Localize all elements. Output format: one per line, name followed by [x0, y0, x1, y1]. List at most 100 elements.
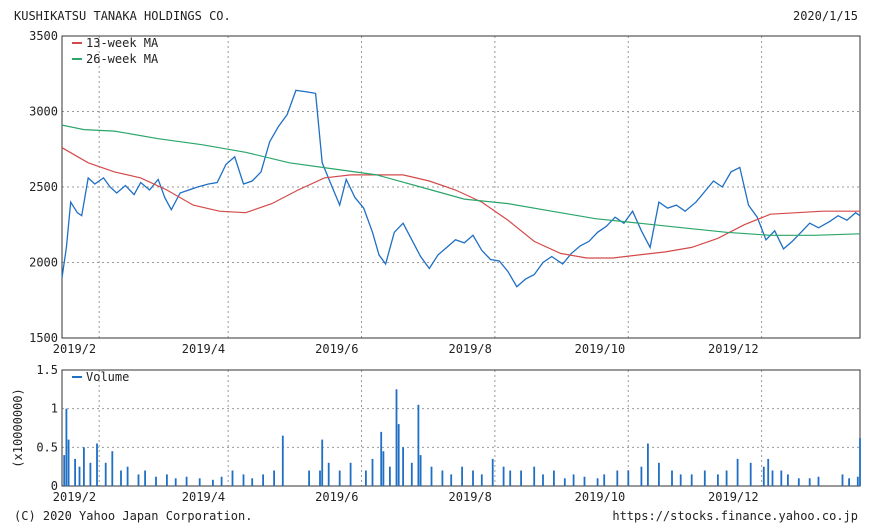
volume-x-tick-label: 2019/4 [182, 490, 225, 504]
price-x-tick-label: 2019/8 [449, 342, 492, 356]
volume-bar [321, 439, 324, 486]
price-x-tick-label: 2019/10 [575, 342, 626, 356]
volume-bar [509, 470, 512, 486]
volume-bar [841, 474, 844, 486]
as-of-date: 2020/1/15 [792, 9, 858, 23]
volume-bar [787, 474, 789, 486]
volume-bar [111, 451, 114, 486]
legend-label-ma26: 26-week MA [86, 52, 159, 66]
volume-bar [583, 476, 586, 486]
volume-x-tick-label: 2019/8 [449, 490, 492, 504]
volume-bar [185, 476, 188, 486]
volume-bar [640, 466, 643, 486]
volume-bar [104, 462, 107, 486]
volume-bar [767, 458, 770, 486]
volume-bar [410, 462, 413, 486]
volume-bar [338, 470, 341, 486]
volume-bar [671, 470, 673, 486]
volume-bar [542, 474, 544, 486]
volume-bar [395, 389, 398, 486]
volume-bar [771, 470, 774, 486]
price-x-tick-label: 2019/12 [708, 342, 759, 356]
volume-bar [96, 443, 98, 486]
volume-bar [717, 474, 719, 486]
volume-x-tick-label: 2019/2 [53, 490, 96, 504]
volume-bar [144, 470, 146, 486]
volume-bar [231, 470, 234, 486]
volume-bar [780, 470, 783, 486]
volume-bar [155, 476, 157, 486]
volume-bar [251, 478, 254, 486]
volume-bar [808, 478, 811, 486]
volume-bar [166, 474, 168, 486]
volume-bar [65, 408, 68, 486]
volume-bar [848, 478, 850, 486]
volume-bar [89, 462, 92, 486]
volume-y-tick-label: 0 [51, 479, 58, 493]
price-frame [61, 35, 861, 339]
volume-bar [308, 470, 310, 486]
volume-y-tick-label: 0.5 [36, 440, 58, 454]
volume-bar [74, 458, 76, 486]
volume-bar [397, 424, 400, 486]
volume-bar [402, 447, 404, 486]
volume-bar [856, 476, 859, 486]
volume-bar [572, 474, 575, 486]
volume-bar [212, 479, 214, 486]
volume-bar [174, 478, 177, 486]
volume-bar [389, 466, 391, 486]
legend-label-ma13: 13-week MA [86, 36, 159, 50]
volume-bar [817, 476, 820, 486]
volume-bar [491, 458, 494, 486]
volume-bar [480, 474, 483, 486]
volume-bar [502, 466, 505, 486]
volume-x-tick-label: 2019/12 [708, 490, 759, 504]
volume-bar [563, 478, 566, 486]
volume-bar [262, 474, 264, 486]
volume-bar [382, 451, 385, 486]
price-x-tick-label: 2019/2 [53, 342, 96, 356]
volume-bar [137, 474, 140, 486]
volume-bar [281, 435, 284, 486]
volume-bar [126, 466, 129, 486]
price-y-tick-label: 3500 [29, 29, 58, 43]
volume-bar [533, 466, 536, 486]
volume-y-axis-label: (x10000000) [11, 388, 25, 467]
price-x-tick-label: 2019/6 [315, 342, 358, 356]
volume-bar [596, 478, 599, 486]
volume-bar [703, 470, 706, 486]
price-line [61, 89, 861, 288]
volume-bar [762, 466, 765, 486]
volume-bar [430, 466, 433, 486]
volume-bar [242, 474, 245, 486]
volume-bar [365, 470, 367, 486]
volume-bar [380, 431, 383, 486]
volume-bar [749, 462, 752, 486]
volume-bar [859, 438, 861, 486]
volume-bar [67, 439, 70, 486]
volume-bar [371, 458, 374, 486]
volume-bar [417, 404, 420, 486]
volume-bar [553, 470, 555, 486]
ma26-line [61, 124, 861, 236]
volume-bar [441, 470, 444, 486]
volume-bar [472, 470, 474, 486]
volume-bar [725, 470, 728, 486]
volume-bar [690, 474, 693, 486]
volume-bar [797, 478, 800, 486]
volume-y-tick-label: 1 [51, 402, 58, 416]
volume-bar [616, 470, 619, 486]
price-y-tick-label: 2500 [29, 180, 58, 194]
volume-bar [349, 462, 352, 486]
volume-bar [679, 474, 682, 486]
volume-bar [627, 470, 630, 486]
volume-bar [461, 466, 463, 486]
company-name: KUSHIKATSU TANAKA HOLDINGS CO. [14, 9, 231, 23]
volume-x-tick-label: 2019/10 [575, 490, 626, 504]
source-url[interactable]: https://stocks.finance.yahoo.co.jp [612, 509, 858, 523]
legend-label-volume: Volume [86, 370, 129, 384]
volume-bar [220, 476, 223, 486]
volume-bar [319, 470, 321, 486]
